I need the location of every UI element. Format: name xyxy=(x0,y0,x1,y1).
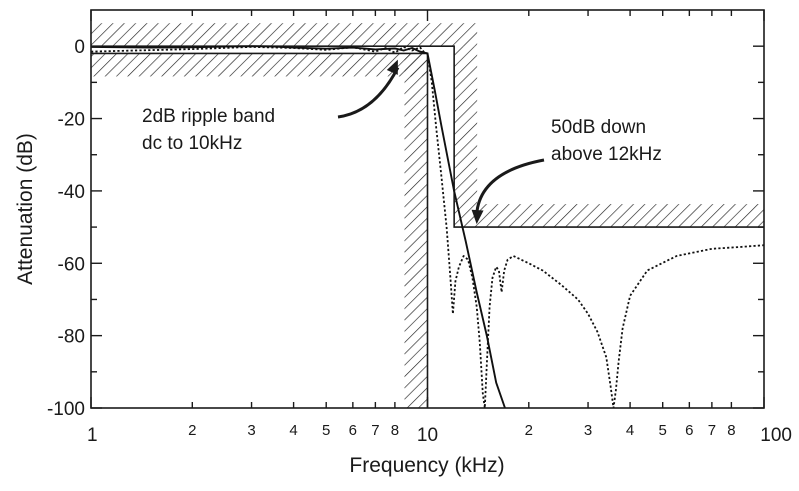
x-axis-title: Frequency (kHz) xyxy=(349,454,504,477)
y-tick-label: -80 xyxy=(58,327,85,348)
passband-edge-hatch xyxy=(404,53,428,408)
x-minor-tick-label: 5 xyxy=(659,422,667,439)
x-minor-tick-label: 4 xyxy=(289,422,297,439)
series-solid-line xyxy=(91,45,506,408)
x-minor-tick-label: 7 xyxy=(708,422,716,439)
ripple-band-arrowhead xyxy=(386,59,398,75)
x-minor-tick-label: 3 xyxy=(584,422,592,439)
stopband-hatch xyxy=(477,204,764,228)
y-tick-label: -20 xyxy=(58,110,85,131)
series-dotted-line xyxy=(91,46,764,408)
ripple-annotation-line-1: 2dB ripple band xyxy=(142,106,275,127)
x-minor-tick-label: 2 xyxy=(188,422,196,439)
x-minor-tick-label: 8 xyxy=(391,422,399,439)
passband-upper-hatch xyxy=(91,23,478,47)
x-tick-label: 100 xyxy=(760,425,792,446)
y-axis-title: Attenuation (dB) xyxy=(14,133,37,285)
ripple-band-arrow xyxy=(337,66,400,119)
x-minor-tick-label: 6 xyxy=(349,422,357,439)
x-minor-tick-label: 5 xyxy=(322,422,330,439)
stopband-arrow xyxy=(475,158,545,215)
y-tick-label: 0 xyxy=(74,37,85,58)
ripple-annotation-line-2: dc to 10kHz xyxy=(142,133,242,154)
stopband-arrowhead xyxy=(471,209,484,225)
annotations: 2dB ripple band dc to 10kHz 50dB down ab… xyxy=(142,59,662,225)
spec-boundaries xyxy=(91,23,764,408)
y-tick-label: -40 xyxy=(58,182,85,203)
y-tick-label: -100 xyxy=(47,399,85,420)
plot-frame xyxy=(90,9,765,409)
x-tick-label: 1 xyxy=(87,425,98,446)
passband-lower-hatch xyxy=(91,53,428,77)
stopband-annotation-line-1: 50dB down xyxy=(551,117,646,138)
x-minor-tick-label: 6 xyxy=(685,422,693,439)
x-tick-label: 10 xyxy=(417,425,438,446)
x-minor-tick-label: 8 xyxy=(727,422,735,439)
series-layer xyxy=(91,45,764,408)
transition-hatch xyxy=(454,46,478,228)
x-minor-tick-label: 3 xyxy=(247,422,255,439)
stopband-annotation-line-2: above 12kHz xyxy=(551,144,662,165)
x-minor-tick-label: 2 xyxy=(525,422,533,439)
y-tick-label: -60 xyxy=(58,254,85,275)
x-minor-tick-label: 4 xyxy=(626,422,634,439)
x-minor-tick-label: 7 xyxy=(371,422,379,439)
